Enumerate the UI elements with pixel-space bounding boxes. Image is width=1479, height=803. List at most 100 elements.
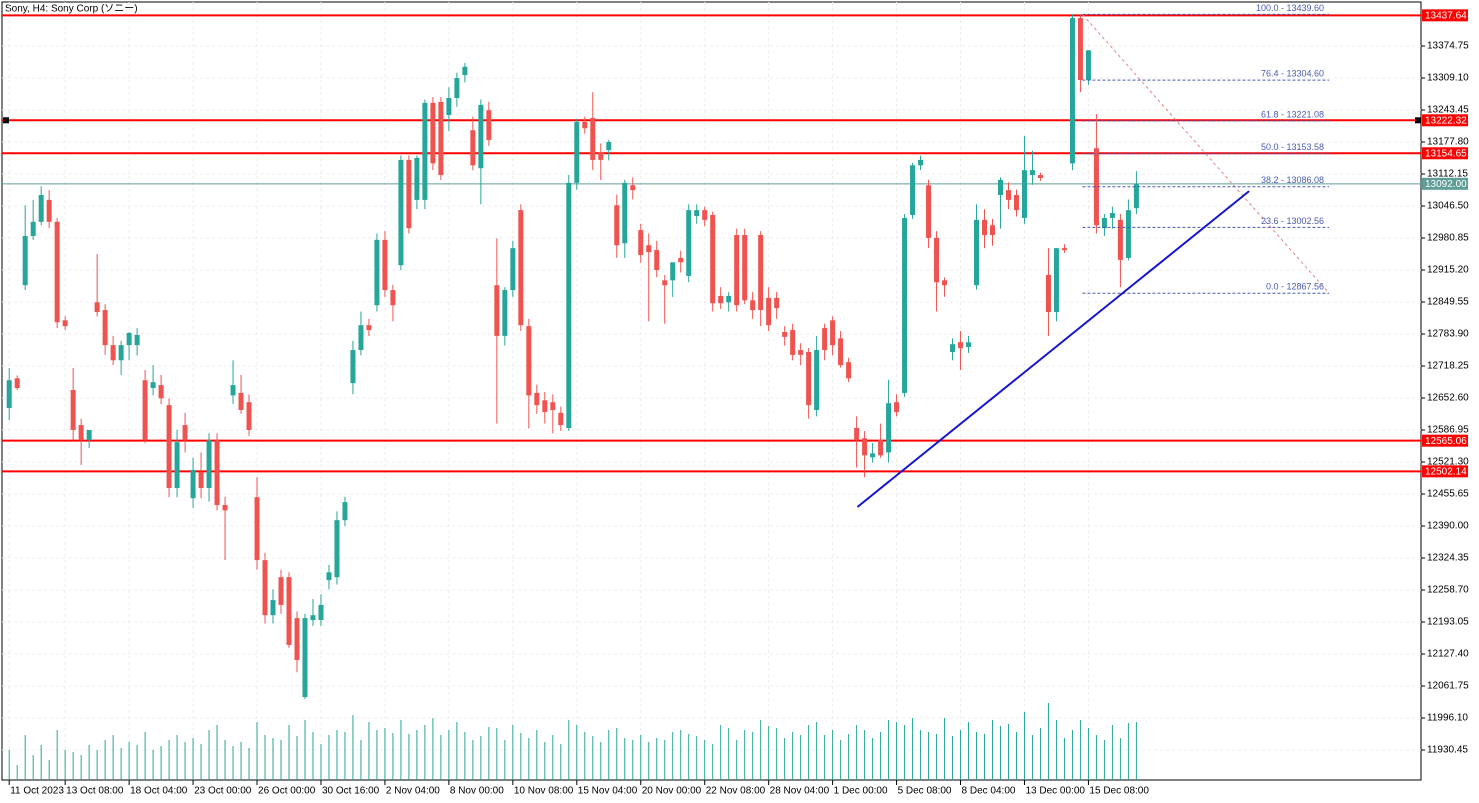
fib-label: 38.2 - 13086.08 xyxy=(1261,175,1324,185)
candle-body xyxy=(694,210,700,216)
candle-body xyxy=(966,342,972,348)
candle-body xyxy=(54,221,60,323)
fib-label: 0.0 - 12867.56 xyxy=(1266,282,1324,292)
candle-body xyxy=(942,280,948,286)
candle-body xyxy=(566,182,572,429)
fib-label: 61.8 - 13221.08 xyxy=(1261,109,1324,119)
candle-body xyxy=(1037,175,1043,178)
x-tick-label: 13 Dec 00:00 xyxy=(1025,786,1085,797)
selection-handle xyxy=(3,117,9,124)
y-tick-label: 12455.65 xyxy=(1427,489,1469,500)
candle-body xyxy=(630,185,636,191)
candle-body xyxy=(950,344,956,352)
candle-body xyxy=(110,345,116,361)
y-tick-label: 12586.95 xyxy=(1427,425,1469,436)
candle-body xyxy=(646,245,652,253)
candle-body xyxy=(502,290,508,336)
candle-body xyxy=(38,195,44,222)
candle-body xyxy=(622,182,628,244)
candle-body xyxy=(518,210,524,326)
candle-body xyxy=(214,440,220,506)
candle-body xyxy=(494,285,500,336)
candle-body xyxy=(1109,213,1115,218)
candle-body xyxy=(142,380,148,441)
candle-body xyxy=(254,497,260,561)
y-tick-label: 13046.50 xyxy=(1427,201,1469,212)
level-label: 13154.65 xyxy=(1425,148,1467,159)
x-tick-label: 26 Oct 00:00 xyxy=(258,786,316,797)
candle-body xyxy=(94,302,100,313)
candle-body xyxy=(510,248,516,291)
candle-body xyxy=(374,239,380,306)
x-tick-label: 20 Nov 00:00 xyxy=(642,786,702,797)
candle-body xyxy=(814,350,820,410)
candle-body xyxy=(350,350,356,384)
candle-body xyxy=(662,280,668,286)
candle-body xyxy=(390,290,396,306)
candle-body xyxy=(670,262,676,281)
candle-body xyxy=(838,338,844,366)
candle-body xyxy=(198,472,204,488)
candle-body xyxy=(1077,18,1083,80)
x-tick-label: 1 Dec 00:00 xyxy=(834,786,888,797)
candle-body xyxy=(798,350,804,355)
candle-body xyxy=(550,402,556,410)
candle-body xyxy=(22,235,28,286)
level-label: 13222.32 xyxy=(1425,115,1467,126)
level-label-box xyxy=(1422,114,1468,127)
candle-body xyxy=(78,425,84,441)
candle-body xyxy=(886,403,892,453)
candle-body xyxy=(134,334,140,346)
y-tick-label: 12061.75 xyxy=(1427,681,1469,692)
candle-body xyxy=(206,440,212,488)
y-tick-label: 11996.10 xyxy=(1427,713,1468,724)
candle-body xyxy=(158,385,164,399)
candle-body xyxy=(454,78,460,99)
candle-body xyxy=(446,98,452,116)
candle-body xyxy=(6,380,12,409)
x-tick-label: 22 Nov 08:00 xyxy=(706,786,766,797)
candle-body xyxy=(230,385,236,396)
candle-body xyxy=(574,121,580,183)
candle-body xyxy=(806,351,812,406)
y-tick-label: 13177.80 xyxy=(1427,137,1469,148)
candle-body xyxy=(997,179,1003,196)
candle-body xyxy=(990,225,996,235)
y-tick-label: 12258.70 xyxy=(1427,585,1469,596)
y-tick-label: 12849.55 xyxy=(1427,297,1469,308)
candle-body xyxy=(342,502,348,521)
candle-body xyxy=(878,440,884,456)
candle-body xyxy=(190,469,196,499)
fib-label: 23.6 - 13002.56 xyxy=(1261,216,1324,226)
candle-body xyxy=(1125,210,1131,258)
y-tick-label: 12521.30 xyxy=(1427,457,1469,468)
candle-body xyxy=(222,505,228,511)
x-tick-label: 18 Oct 04:00 xyxy=(130,786,188,797)
y-tick-label: 13374.75 xyxy=(1427,41,1469,52)
y-tick-label: 13309.10 xyxy=(1427,73,1469,84)
candle-body xyxy=(830,320,836,346)
y-tick-label: 12915.20 xyxy=(1427,265,1469,276)
x-tick-label: 2 Nov 04:00 xyxy=(386,786,440,797)
candle-body xyxy=(302,618,308,698)
level-label: 12502.14 xyxy=(1425,466,1467,477)
candle-body xyxy=(318,604,324,621)
candle-body xyxy=(294,618,300,661)
candle-body xyxy=(246,402,252,430)
candle-body xyxy=(1053,248,1059,313)
candle-body xyxy=(262,560,268,616)
candle-body xyxy=(238,392,244,410)
candle-body xyxy=(174,442,180,488)
candle-body xyxy=(750,300,756,311)
candle-body xyxy=(1045,274,1051,313)
level-label-box xyxy=(1422,9,1468,22)
y-tick-label: 12127.40 xyxy=(1427,649,1469,660)
candle-body xyxy=(422,102,428,200)
y-tick-label: 12652.60 xyxy=(1427,393,1469,404)
x-tick-label: 28 Nov 04:00 xyxy=(770,786,830,797)
candle-body xyxy=(758,234,764,311)
candle-body xyxy=(1061,248,1067,251)
candle-body xyxy=(542,400,548,412)
y-tick-label: 12193.05 xyxy=(1427,617,1469,628)
